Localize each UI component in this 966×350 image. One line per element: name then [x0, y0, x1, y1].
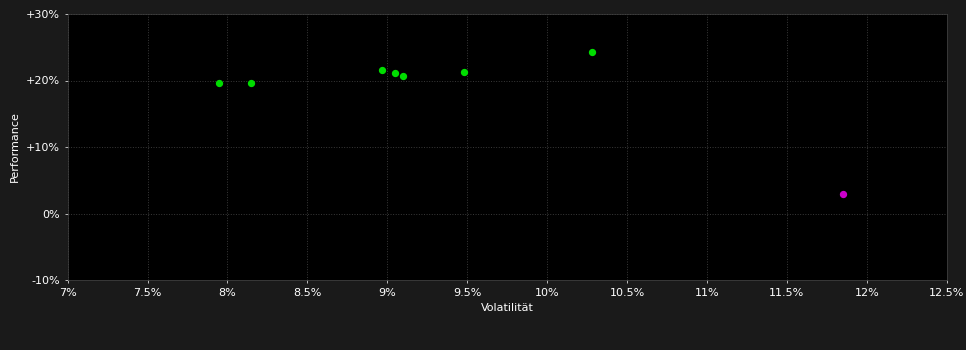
Point: [243, 80, 259, 86]
Point: [375, 67, 390, 73]
X-axis label: Volatilität: Volatilität: [481, 303, 533, 313]
Point: [212, 80, 227, 86]
Point: [387, 70, 403, 76]
Y-axis label: Performance: Performance: [11, 112, 20, 182]
Point: [456, 69, 471, 75]
Point: [835, 191, 850, 196]
Point: [584, 49, 600, 55]
Point: [395, 73, 411, 79]
